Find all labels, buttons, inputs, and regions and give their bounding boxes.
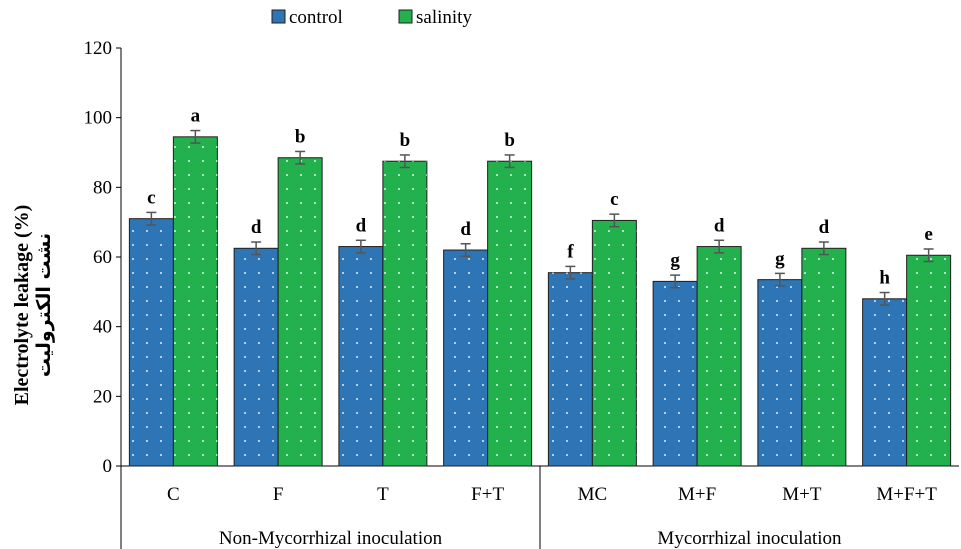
bar-pattern-control-F+T xyxy=(444,250,488,466)
significance-letter: d xyxy=(356,215,367,236)
significance-letter: e xyxy=(924,224,932,245)
bar-pattern-control-T xyxy=(339,247,383,466)
bar-pattern-control-C xyxy=(129,219,173,466)
bar-pattern-control-M+T xyxy=(758,280,802,466)
bar-pattern-control-M+F+T xyxy=(863,299,907,466)
y-axis-label-secondary: نشت الکترولیت xyxy=(33,233,55,377)
legend: control salinity xyxy=(272,7,472,28)
significance-letter: b xyxy=(400,130,411,151)
significance-letter: g xyxy=(670,250,680,271)
bar-pattern-salinity-M+F+T xyxy=(907,255,951,466)
x-tick-label: F+T xyxy=(471,484,504,505)
bar-pattern-control-M+F xyxy=(653,281,697,466)
legend-label-salinity: salinity xyxy=(416,7,472,28)
significance-letter: h xyxy=(879,268,890,289)
x-tick-label: T xyxy=(377,484,389,505)
significance-letter: g xyxy=(775,248,785,269)
x-tick-label: M+F xyxy=(678,484,716,505)
bar-pattern-control-F xyxy=(234,248,278,466)
significance-letter: b xyxy=(504,130,515,151)
x-tick-label: M+T xyxy=(782,484,822,505)
legend-swatch-control xyxy=(272,10,285,23)
bars xyxy=(129,131,950,466)
x-tick-label: M+F+T xyxy=(876,484,937,505)
significance-letter: a xyxy=(191,106,201,127)
significance-letter: c xyxy=(147,187,155,208)
y-tick-label: 40 xyxy=(93,317,112,338)
bar-pattern-salinity-M+F xyxy=(697,247,741,466)
y-tick-label: 60 xyxy=(93,247,112,268)
significance-letter: d xyxy=(714,215,725,236)
bar-pattern-control-MC xyxy=(548,273,592,466)
significance-letter: f xyxy=(567,241,574,262)
group-label: Mycorrhizal inoculation xyxy=(657,528,842,549)
significance-letter: d xyxy=(819,217,830,238)
y-tick-label: 20 xyxy=(93,386,112,407)
y-axis-label: Electrolyte leakage (%) xyxy=(11,205,33,406)
y-tick-label: 100 xyxy=(84,108,113,129)
bar-pattern-salinity-F+T xyxy=(488,161,532,466)
x-tick-label: C xyxy=(167,484,180,505)
significance-letter: d xyxy=(251,217,262,238)
bar-pattern-salinity-T xyxy=(383,161,427,466)
bar-pattern-salinity-M+T xyxy=(802,248,846,466)
x-tick-label: MC xyxy=(578,484,608,505)
bar-pattern-salinity-C xyxy=(173,137,217,466)
y-tick-label: 120 xyxy=(84,38,113,59)
legend-swatch-salinity xyxy=(399,10,412,23)
bar-pattern-salinity-MC xyxy=(592,220,636,466)
y-tick-label: 0 xyxy=(103,456,113,477)
significance-letter: b xyxy=(295,126,306,147)
x-tick-label: F xyxy=(273,484,284,505)
significance-letter: d xyxy=(460,219,471,240)
group-label: Non-Mycorrhizal inoculation xyxy=(219,528,443,549)
legend-label-control: control xyxy=(289,7,343,28)
significance-letter: c xyxy=(610,189,618,210)
bar-pattern-salinity-F xyxy=(278,158,322,466)
y-tick-label: 80 xyxy=(93,177,112,198)
